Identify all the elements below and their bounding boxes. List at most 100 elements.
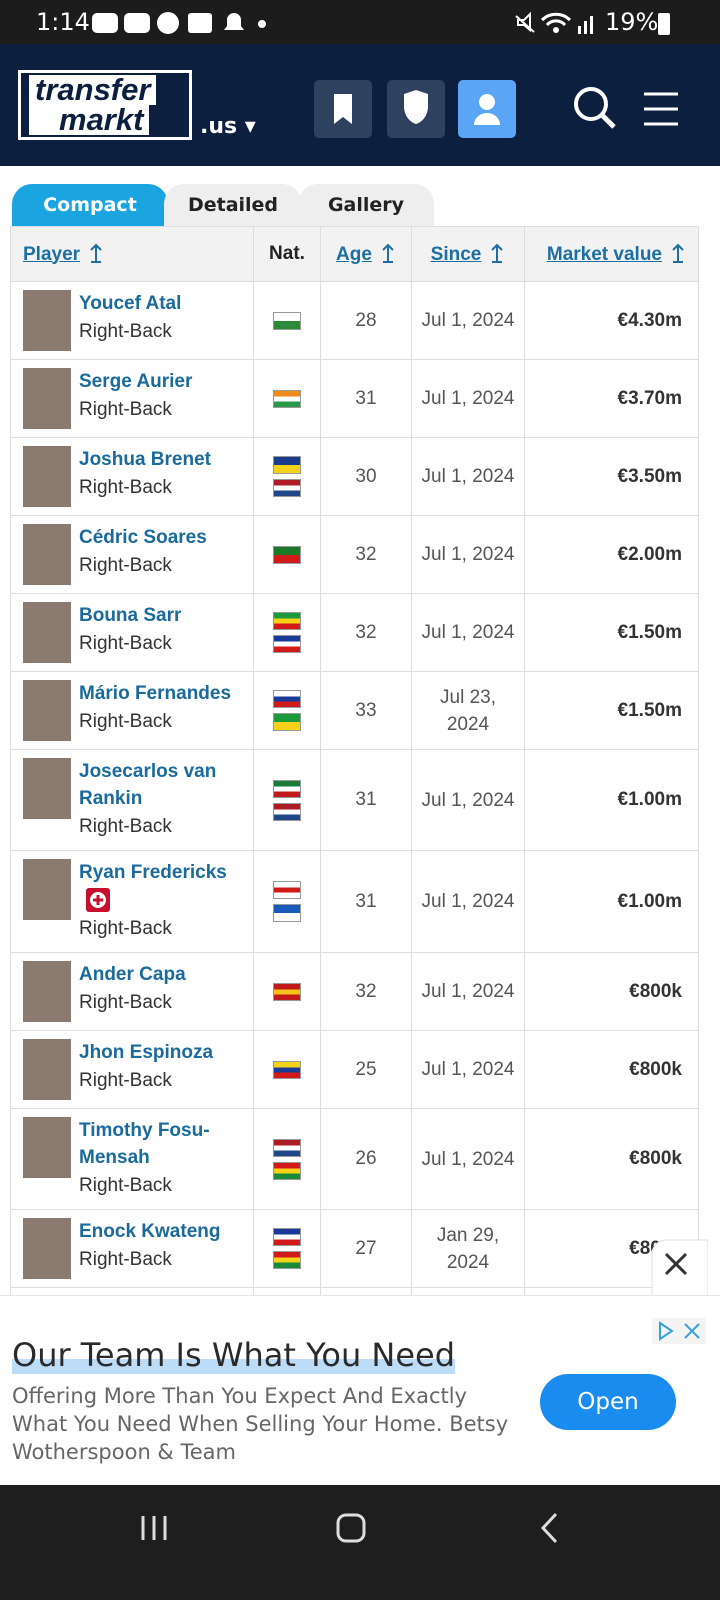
player-name[interactable]: Joshua Brenet <box>79 449 211 470</box>
player-name[interactable]: Cédric Soares <box>79 527 207 548</box>
flag <box>273 802 301 821</box>
account-button[interactable] <box>458 80 516 138</box>
age: 30 <box>355 465 377 487</box>
player-name[interactable]: Josecarlos van Rankin <box>79 761 217 809</box>
value-cell: €4.30m <box>524 281 699 360</box>
club-button[interactable] <box>387 80 445 138</box>
header-buttons <box>314 80 516 138</box>
market-value[interactable]: €1.50m <box>617 699 682 721</box>
ad-choices[interactable] <box>652 1318 706 1344</box>
player-cell: Joshua Brenet Right-Back <box>10 437 254 516</box>
flag <box>273 1060 301 1079</box>
player-name[interactable]: Enock Kwateng <box>79 1221 221 1242</box>
recents-button[interactable] <box>141 1516 167 1540</box>
ad-close[interactable] <box>648 1236 708 1296</box>
player-name[interactable]: Jhon Espinoza <box>79 1042 214 1063</box>
age-cell: 32 <box>320 515 412 594</box>
player-cell: Bouna Sarr Right-Back <box>10 593 254 672</box>
player-name[interactable]: Timothy Fosu-Mensah <box>79 1120 210 1168</box>
age-cell: 33 <box>320 671 412 750</box>
menu-button[interactable] <box>644 92 678 126</box>
nationality-cell <box>253 281 321 360</box>
player-name[interactable]: Serge Aurier <box>79 371 193 392</box>
player-info: Enock Kwateng Right-Back <box>79 1218 249 1275</box>
since: Jul 1, 2024 <box>421 1059 515 1080</box>
value-cell: €3.50m <box>524 437 699 516</box>
age-cell: 25 <box>320 1030 412 1109</box>
since: Jan 29, 2024 <box>436 1224 500 1273</box>
age: 31 <box>355 890 377 912</box>
clock: 1:14 <box>36 8 90 36</box>
search-button[interactable] <box>574 87 616 129</box>
logo[interactable]: transfer markt <box>18 70 192 140</box>
bookmark-button[interactable] <box>314 80 372 138</box>
player-position: Right-Back <box>79 1070 172 1091</box>
player-info: Joshua Brenet Right-Back <box>79 446 249 503</box>
player-name[interactable]: Mário Fernandes <box>79 683 232 704</box>
since: Jul 1, 2024 <box>421 466 515 487</box>
column-header[interactable]: Player <box>10 226 254 282</box>
age: 32 <box>355 543 377 565</box>
market-value[interactable]: €1.00m <box>617 789 682 810</box>
since-cell: Jul 1, 2024 <box>411 850 525 953</box>
column-label: Since <box>430 243 482 265</box>
tab-gallery[interactable]: Gallery <box>298 184 434 226</box>
home-button[interactable] <box>336 1513 366 1543</box>
since: Jul 1, 2024 <box>421 544 515 565</box>
market-value[interactable]: €1.00m <box>617 890 682 912</box>
player-row: Serge Aurier Right-Back 31 Jul 1, 2024 €3.70… <box>10 359 699 438</box>
market-value[interactable]: €4.30m <box>617 309 682 331</box>
age-cell: 31 <box>320 359 412 438</box>
player-row: Ryan Fredericks Right-Back 31 Jul 1, 2024 €1… <box>10 850 699 953</box>
tab-detailed[interactable]: Detailed <box>164 184 302 226</box>
player-name[interactable]: Bouna Sarr <box>79 605 182 626</box>
battery-level: 19% <box>605 8 659 36</box>
nationality-cell <box>253 850 321 953</box>
flag <box>273 713 301 731</box>
player-position: Right-Back <box>79 477 172 498</box>
flag <box>273 1228 301 1246</box>
domain-selector[interactable]: .us ▾ <box>200 114 256 139</box>
tab-compact[interactable]: Compact <box>12 184 168 226</box>
column-header[interactable]: Age <box>320 226 412 282</box>
ad-open-button[interactable]: Open <box>540 1374 676 1430</box>
nationality-cell <box>253 952 321 1031</box>
flag <box>273 612 301 630</box>
content: Compact Detailed Gallery Player Nat. Age Si… <box>0 166 720 1295</box>
value-cell: €2.00m <box>524 515 699 594</box>
column-label: Market value <box>546 243 662 265</box>
player-position: Right-Back <box>79 1249 172 1270</box>
logo-bottom: markt <box>29 104 150 135</box>
player-info: Youcef Atal Right-Back <box>79 290 249 347</box>
ad-title[interactable]: Our Team Is What You Need <box>12 1336 456 1374</box>
player-info: Ander Capa Right-Back <box>79 961 249 1018</box>
column-label: Nat. <box>269 243 305 264</box>
nationality-cell <box>253 1108 321 1210</box>
back-button[interactable] <box>540 1512 558 1544</box>
market-value[interactable]: €800k <box>629 980 682 1002</box>
player-photo <box>23 680 71 741</box>
player-photo <box>23 446 71 507</box>
age: 32 <box>355 621 377 643</box>
sort-icon <box>382 243 394 263</box>
market-value[interactable]: €800k <box>629 1058 682 1080</box>
market-value[interactable]: €3.70m <box>617 387 682 409</box>
player-name[interactable]: Youcef Atal <box>79 293 182 314</box>
column-header[interactable]: Since <box>411 226 525 282</box>
market-value[interactable]: €800k <box>629 1148 682 1169</box>
since: Jul 1, 2024 <box>421 310 515 331</box>
market-value[interactable]: €1.50m <box>617 621 682 643</box>
player-row: Joshua Brenet Right-Back 30 Jul 1, 2024 €3.5… <box>10 437 699 516</box>
player-name[interactable]: Ryan Fredericks <box>79 862 227 883</box>
nationality-cell <box>253 593 321 672</box>
value-cell: €800k <box>524 1030 699 1109</box>
market-value[interactable]: €2.00m <box>617 543 682 565</box>
market-value[interactable]: €3.50m <box>617 465 682 487</box>
age: 28 <box>355 309 377 331</box>
player-name[interactable]: Ander Capa <box>79 964 186 985</box>
column-header[interactable]: Market value <box>524 226 699 282</box>
age-cell: 31 <box>320 850 412 953</box>
player-table: Player Nat. Age Since Market value Youcef At… <box>10 226 699 1295</box>
